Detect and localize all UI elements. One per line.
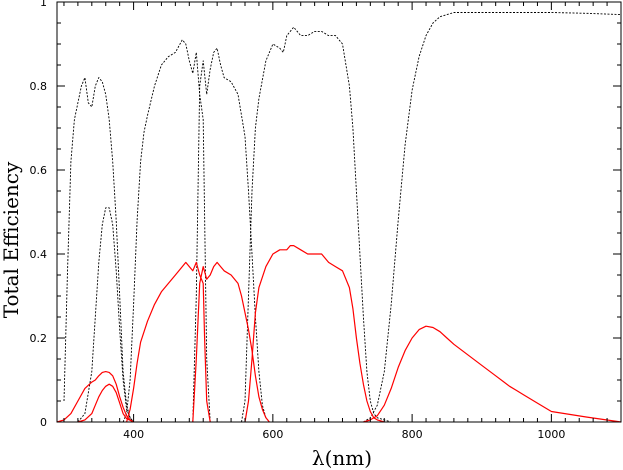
filter-curve-3 — [122, 39, 211, 423]
efficiency-curve-7 — [56, 371, 134, 423]
filter-curve-6 — [363, 12, 622, 423]
y-tick-label: 0.4 — [30, 248, 48, 261]
efficiency-curve-12 — [363, 325, 622, 423]
plot-frame — [56, 1, 622, 423]
efficiency-curve-10 — [192, 261, 270, 423]
ticks-layer — [57, 1, 622, 423]
y-tick-label: 0 — [40, 416, 47, 429]
filter-curve-1 — [63, 77, 141, 423]
x-tick-label: 1000 — [537, 428, 565, 441]
efficiency-curve-8 — [77, 383, 134, 423]
x-tick-label: 400 — [123, 428, 144, 441]
y-tick-label: 0.8 — [30, 80, 48, 93]
y-tick-label: 0.2 — [30, 332, 48, 345]
filter-curve-5 — [241, 26, 392, 423]
x-tick-label: 600 — [262, 428, 283, 441]
x-tick-label: 800 — [402, 428, 423, 441]
y-tick-label: 0.6 — [30, 164, 48, 177]
efficiency-curve-9 — [126, 261, 211, 423]
y-axis-title: Total Efficiency — [0, 161, 23, 318]
x-axis-title: λ(nm) — [312, 446, 372, 470]
efficiency-curve-11 — [244, 245, 385, 423]
y-tick-label: 1 — [40, 0, 47, 9]
filter-curve-4 — [192, 47, 273, 423]
filter-curve-2 — [77, 207, 134, 423]
series-layer — [56, 12, 622, 423]
tick-labels-layer: 400 600 800 1000 0 0.2 0.4 0.6 0.8 1 — [30, 0, 566, 441]
